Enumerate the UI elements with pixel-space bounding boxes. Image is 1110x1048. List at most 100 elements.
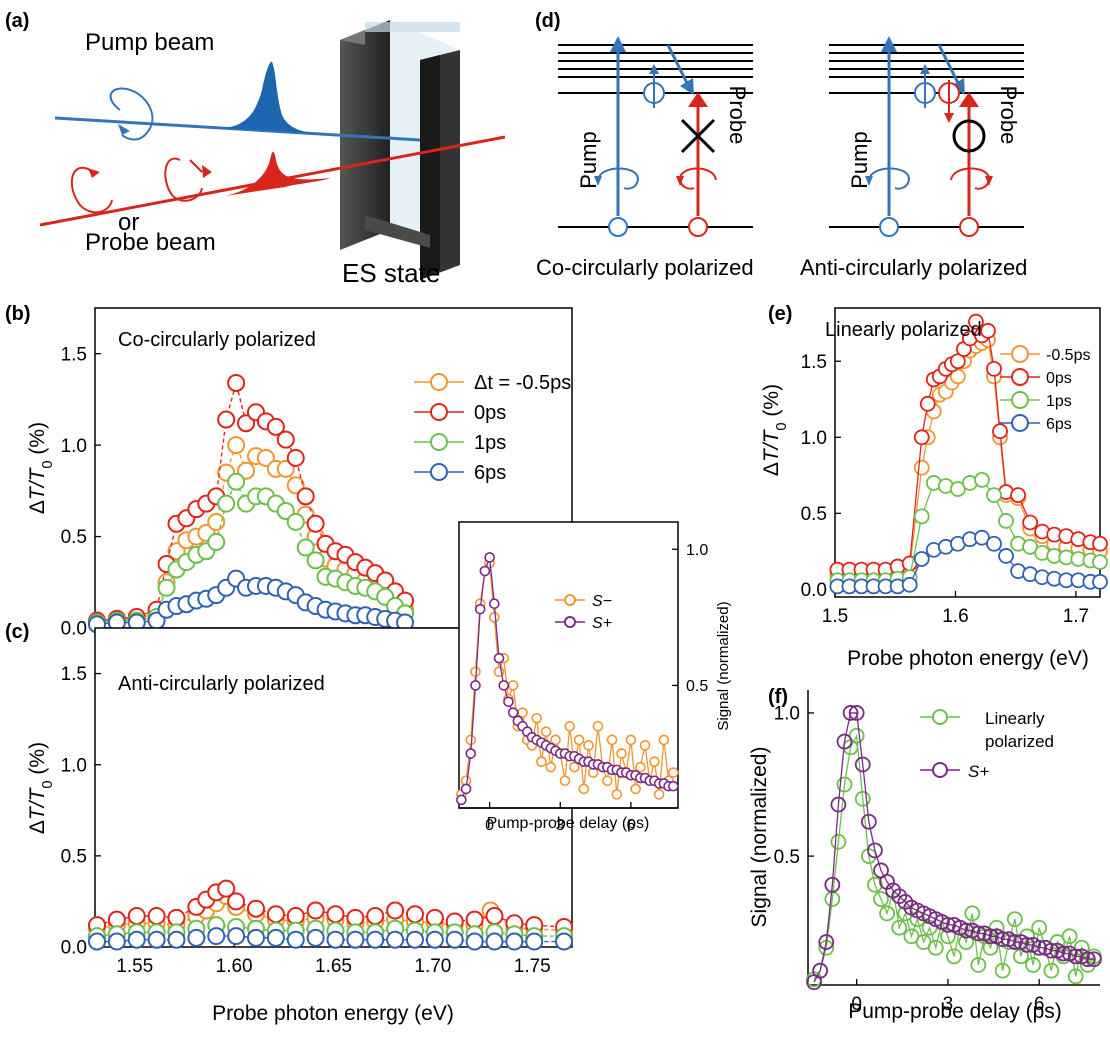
hole-icon [608,217,628,237]
legend-marker [430,403,448,421]
data-point [998,513,1014,529]
legend-label: 6ps [474,462,506,484]
legend-label: 0ps [1046,370,1072,387]
allowed-circle-icon [952,119,986,153]
y-tick-label: 1.5 [61,344,87,365]
data-point [1022,538,1039,555]
data-point [635,761,646,773]
schematic: Pump beam or Probe beam ES state [39,20,506,288]
y-tick-label: 0.0 [61,619,87,640]
data-point [1079,951,1096,968]
data-point [578,783,590,795]
data-point [207,533,226,552]
data-point [507,680,519,691]
data-point [867,876,883,893]
x-axis-label: Probe photon energy (eV) [212,1002,454,1025]
sample-cell-icon [340,20,460,280]
data-point [602,775,613,787]
data-point [830,796,847,813]
data-point [127,907,146,926]
data-point [493,652,505,664]
data-point [246,899,265,918]
y-axis-label: ΔT/T0 (%) [26,422,56,514]
data-point [913,508,930,525]
chart-title: Co-circularly polarized [118,329,316,351]
data-point [507,707,519,718]
data-point [1092,554,1108,570]
x-tick-label: 6 [1034,994,1045,1015]
panel-label-e: (e) [768,303,792,325]
level-diagrams: Pump Probe Pump Probe [558,36,1024,237]
probe-polarization-head-icon [676,176,684,186]
data-point [87,932,106,951]
spin-up-head-icon [649,64,659,74]
data-point [207,512,226,531]
x-tick-label: 0 [851,994,862,1015]
y-tick-label: 1.0 [801,428,827,449]
data-point [630,783,641,795]
x-axis-label: Pump-probe delay (ps) [487,815,650,832]
x-axis-label: Pump-probe delay (ps) [848,1000,1062,1023]
relaxation-arrow [937,44,961,86]
x-tick-label: 1.5 [822,606,848,627]
data-point [306,901,325,920]
panel-label-b: (b) [5,303,31,325]
data-point [639,740,651,751]
data-point [830,833,847,850]
legend-label: S− [592,593,612,610]
data-point [1031,939,1048,956]
data-point [998,548,1014,564]
data-point [276,501,295,520]
data-point [425,930,444,949]
legend-label: S+ [592,615,612,632]
data-point [968,313,984,330]
pump-arrowhead-icon [610,36,626,52]
data-point [913,429,930,446]
data-point [266,928,285,947]
data-point [479,565,491,577]
or-label: or [118,209,139,236]
legend-marker [430,373,448,391]
data-point [503,696,514,708]
data-point [540,726,552,738]
data-point [1086,951,1102,968]
data-point [1022,514,1039,531]
pump-label: Pump [847,131,872,188]
data-point [465,932,484,951]
data-point [927,939,944,956]
legend-marker [564,594,576,606]
y-tick-label: 0.5 [801,504,827,525]
x-tick-label: 1.6 [942,606,968,627]
data-point [1031,919,1048,936]
pump-circular-arrow-icon [109,87,154,141]
data-point [1092,573,1108,590]
probe-rcp-arrow-icon [70,166,113,214]
probe-polarization-head-icon [985,176,993,186]
data-point [286,448,305,467]
y-tick-label: 0.5 [61,527,87,548]
data-point [564,720,575,732]
data-point [167,930,186,949]
y-tick-label: 0.5 [774,847,800,868]
legend-marker [1011,345,1029,363]
data-point [824,876,841,893]
x-tick-label: 1.70 [414,956,451,977]
x-tick-label: 0 [485,817,494,834]
probe-label: Probe [725,86,750,145]
data-point [818,934,835,950]
data-point [306,928,325,947]
data-point [366,930,385,949]
legend-label: 0ps [474,402,506,424]
data-point [1092,535,1108,552]
data-point [913,551,930,567]
data-point [445,930,464,949]
data-point [1043,962,1060,979]
data-point [649,756,660,767]
data-point [994,931,1011,948]
data-point [836,776,853,793]
data-point [227,436,246,455]
data-point [919,395,936,412]
data-point [286,512,305,531]
legend-label: S+ [968,762,989,781]
